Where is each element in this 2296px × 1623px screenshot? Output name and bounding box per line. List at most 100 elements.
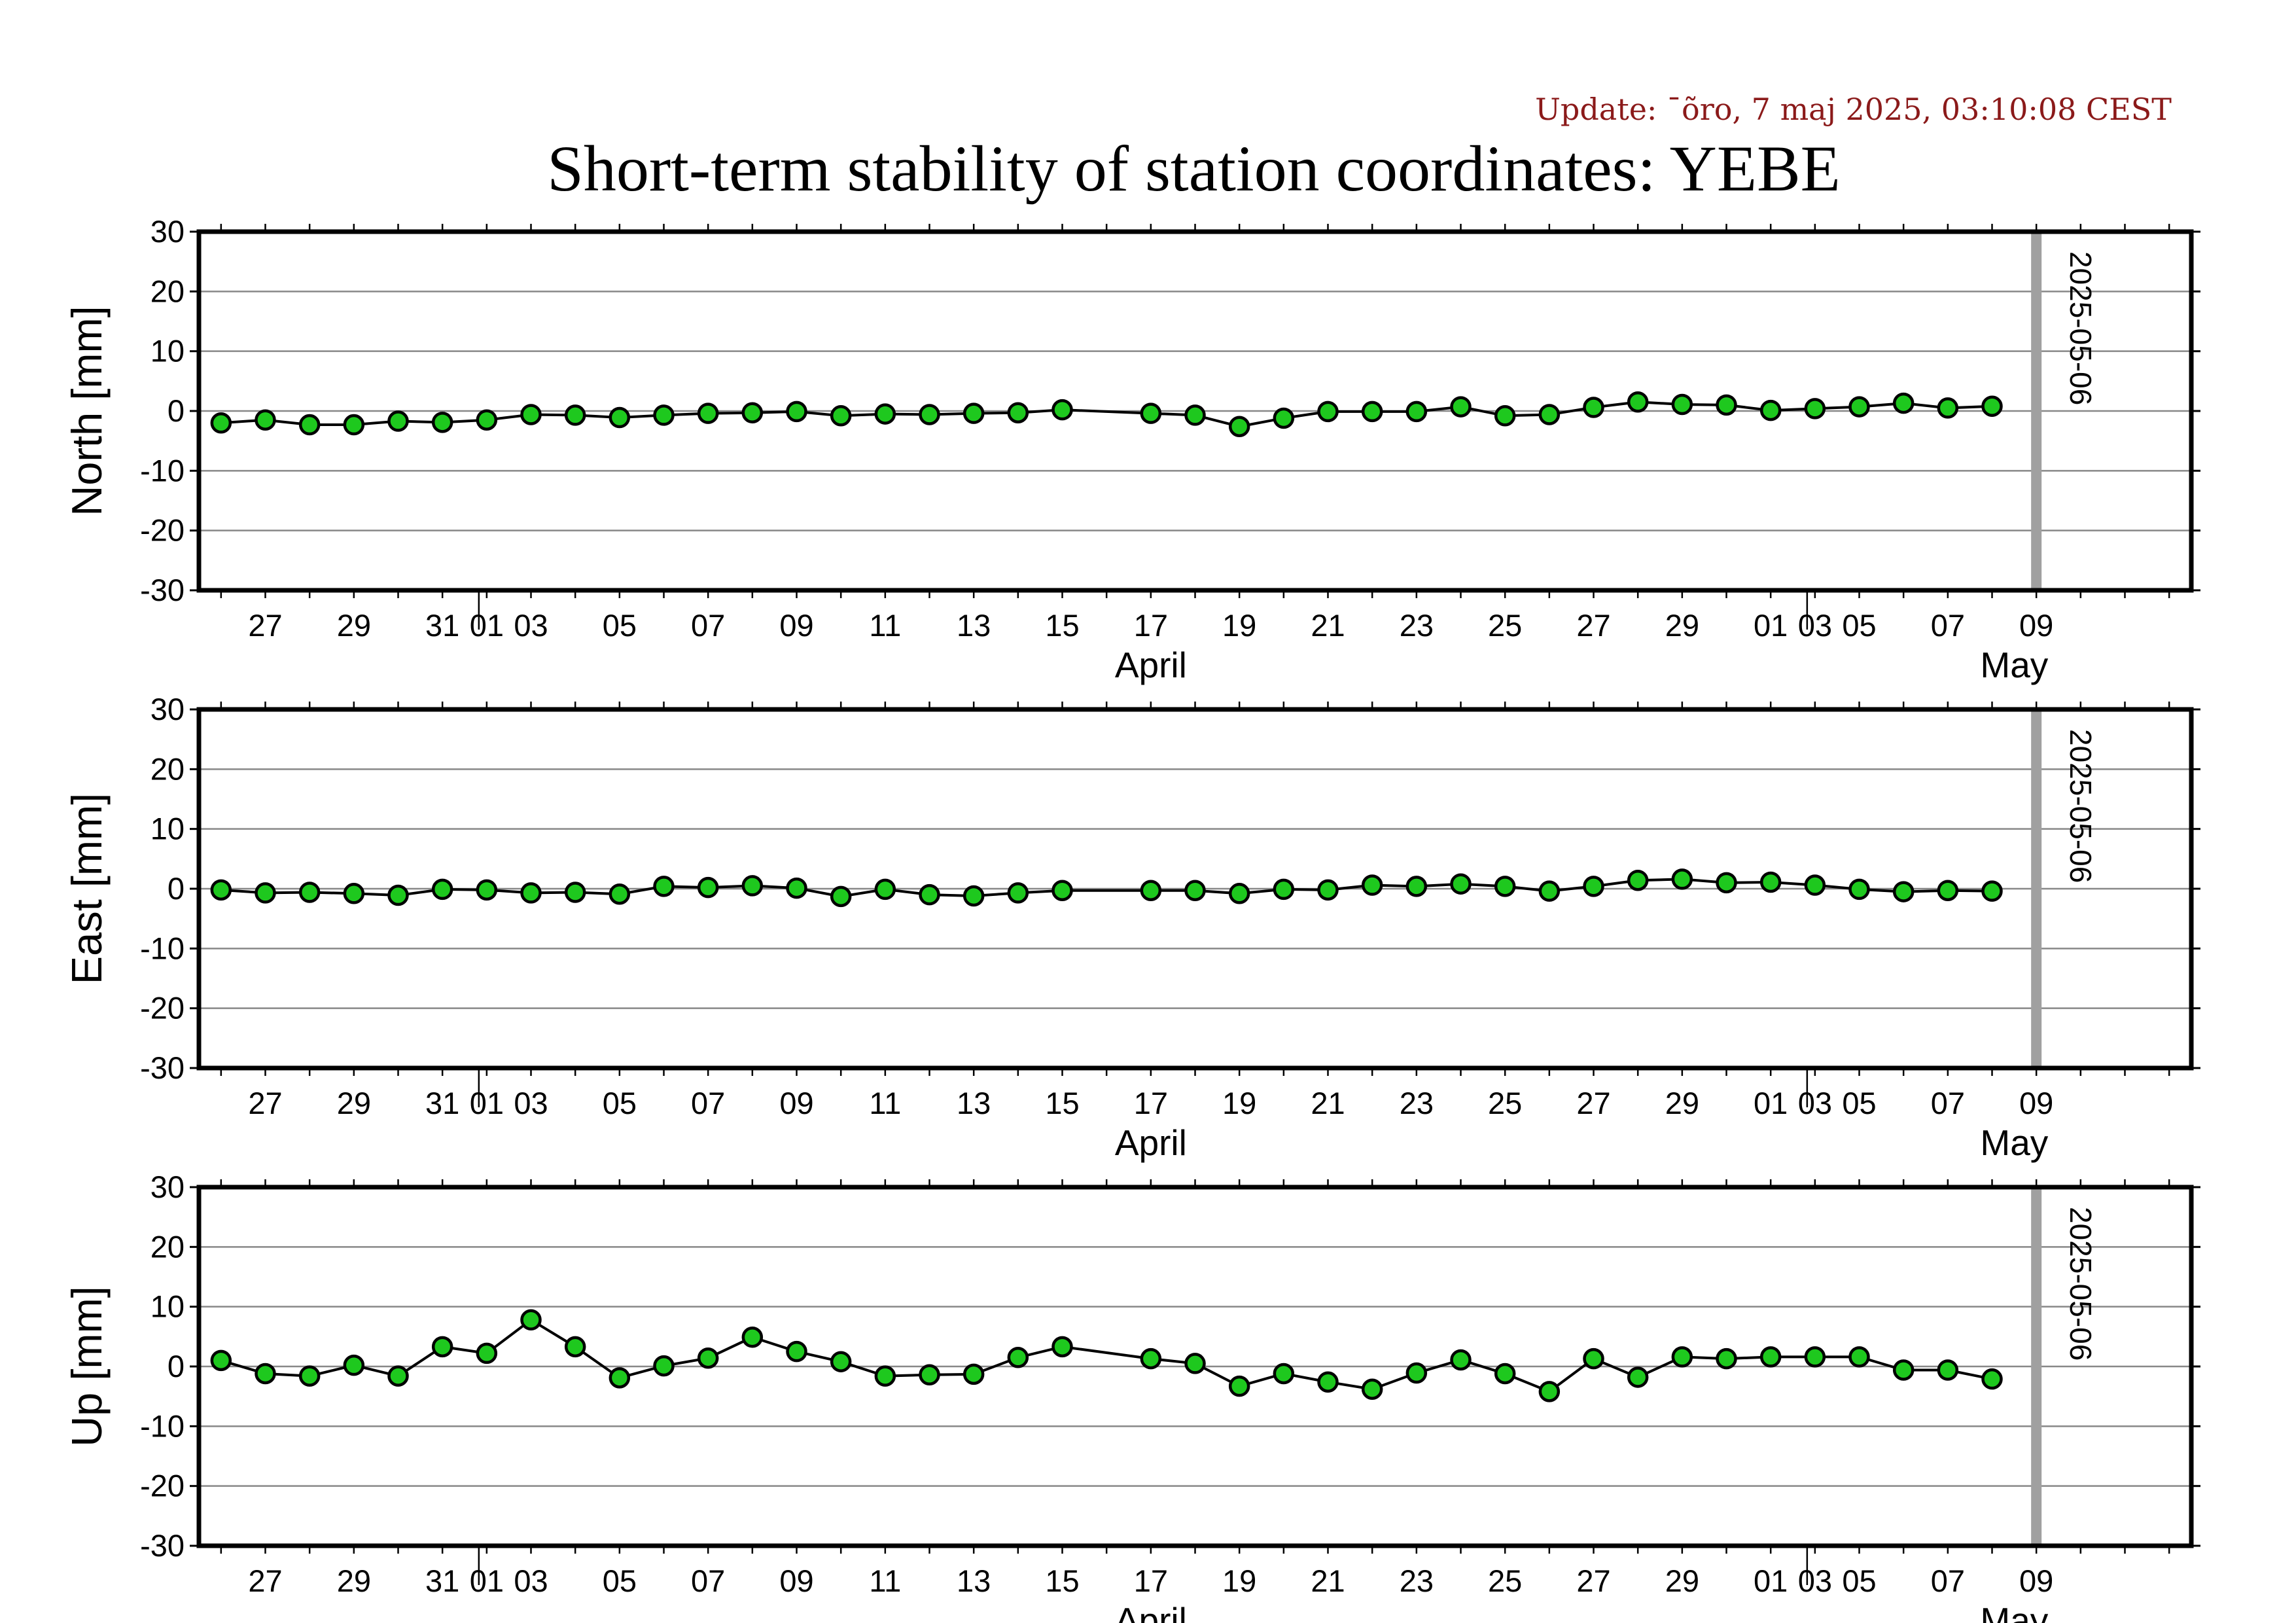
data-point: [1405, 1362, 1428, 1384]
x-tick-label: 31: [425, 608, 459, 643]
current-day-label: 2025-05-06: [2064, 251, 2098, 405]
x-tick-label: 15: [1045, 608, 1079, 643]
data-point: [520, 882, 542, 904]
x-tick-label: 05: [603, 1086, 637, 1120]
current-day-label: 2025-05-06: [2064, 1207, 2098, 1361]
data-point: [919, 1364, 940, 1386]
x-tick-label: 07: [1931, 1086, 1965, 1120]
data-point: [1184, 880, 1206, 901]
x-tick-label: 05: [603, 608, 637, 643]
data-point: [387, 1365, 409, 1387]
data-point: [1804, 398, 1826, 419]
x-tick-label: 05: [1842, 1563, 1876, 1598]
chart-panel-2: 30 20 10 0 -10 -20 -30 2025-05-06 27 29 31 01 03 05 07…: [63, 692, 2200, 1163]
data-point: [1051, 880, 1073, 901]
y-tick-label: -20: [140, 1469, 185, 1503]
x-tick-label: 29: [337, 608, 371, 643]
data-point: [1716, 1347, 1737, 1370]
x-tick-label: 13: [957, 608, 991, 643]
x-tick-label: 29: [337, 1563, 371, 1598]
data-point: [476, 1342, 498, 1364]
plot-frame: [196, 229, 2194, 593]
month-label: May: [1980, 1122, 2048, 1163]
y-tick-label: 0: [168, 871, 185, 906]
data-point: [1228, 883, 1250, 904]
x-tick-label: 01: [470, 1563, 504, 1598]
y-tick-label: 0: [168, 1349, 185, 1383]
data-point: [1981, 880, 2003, 902]
x-tick-label: 11: [869, 608, 901, 643]
x-tick-label: 17: [1134, 1563, 1168, 1598]
x-tick-label: 11: [869, 1086, 901, 1120]
x-tick-label: 03: [1798, 1563, 1832, 1598]
month-label: May: [1980, 1600, 2048, 1623]
x-tick-label: 15: [1045, 1563, 1079, 1598]
data-point: [1184, 404, 1206, 426]
x-tick-label: 03: [514, 1086, 548, 1120]
data-point: [1007, 402, 1029, 423]
data-point: [210, 412, 232, 434]
month-label: April: [1115, 645, 1187, 685]
data-point: [1937, 397, 1959, 419]
y-tick-label: 10: [150, 1289, 185, 1324]
data-point: [1759, 1346, 1782, 1368]
x-tick-label: 01: [470, 608, 504, 643]
data-point: [1759, 871, 1782, 893]
data-point: [1140, 880, 1162, 901]
data-point: [387, 884, 409, 906]
x-tick-label: 27: [1576, 1086, 1610, 1120]
data-point: [697, 1347, 719, 1369]
data-point: [1848, 396, 1870, 418]
x-tick-label: 25: [1488, 608, 1522, 643]
x-tick-label: 01: [1754, 1086, 1788, 1120]
data-point: [1671, 1346, 1693, 1368]
data-point: [1716, 872, 1737, 894]
month-label: May: [1980, 645, 2048, 685]
x-tick-label: 21: [1311, 1563, 1345, 1598]
x-tick-label: 09: [2019, 608, 2053, 643]
data-point: [1273, 878, 1295, 901]
plot-frame: [196, 1185, 2194, 1548]
data-point: [1671, 868, 1693, 890]
current-day-label: 2025-05-06: [2064, 729, 2098, 883]
data-point: [830, 1351, 852, 1372]
x-tick-label: 09: [2019, 1086, 2053, 1120]
data-point: [298, 882, 321, 903]
current-day-marker: [2031, 1187, 2042, 1546]
data-point: [1538, 404, 1561, 425]
data-point: [963, 885, 985, 907]
data-point: [255, 1363, 276, 1385]
x-tick-label: 27: [248, 1086, 282, 1120]
plot-frame: [196, 707, 2194, 1071]
data-point: [1538, 880, 1561, 902]
y-tick-label: -10: [140, 931, 185, 965]
x-tick-label: 31: [425, 1563, 459, 1598]
x-tick-label: 17: [1134, 608, 1168, 643]
data-point: [1627, 869, 1649, 891]
y-tick-label: -20: [140, 991, 185, 1026]
data-point: [1273, 407, 1295, 429]
y-tick-label: 10: [150, 334, 185, 368]
data-point: [1140, 402, 1162, 424]
x-tick-label: 15: [1045, 1086, 1079, 1120]
series-line: [221, 878, 1992, 898]
y-tick-label: -30: [140, 1050, 185, 1085]
data-point: [520, 1309, 542, 1331]
x-tick-label: 29: [1665, 1563, 1699, 1598]
x-tick-label: 27: [248, 1563, 282, 1598]
x-tick-label: 05: [1842, 608, 1876, 643]
data-point: [1583, 1347, 1604, 1370]
data-point: [476, 409, 498, 431]
data-point: [1937, 1359, 1959, 1381]
data-point: [431, 1336, 453, 1358]
x-tick-label: 09: [779, 1563, 813, 1598]
y-axis-label: Up [mm]: [63, 1286, 111, 1447]
x-tick-label: 05: [603, 1563, 637, 1598]
data-point: [431, 878, 453, 901]
x-tick-label: 27: [1576, 608, 1610, 643]
data-point: [1892, 1359, 1915, 1381]
y-tick-label: 20: [150, 1229, 185, 1264]
data-point: [1848, 1346, 1870, 1368]
series-line: [221, 1318, 1992, 1393]
x-tick-label: 07: [691, 1086, 725, 1120]
